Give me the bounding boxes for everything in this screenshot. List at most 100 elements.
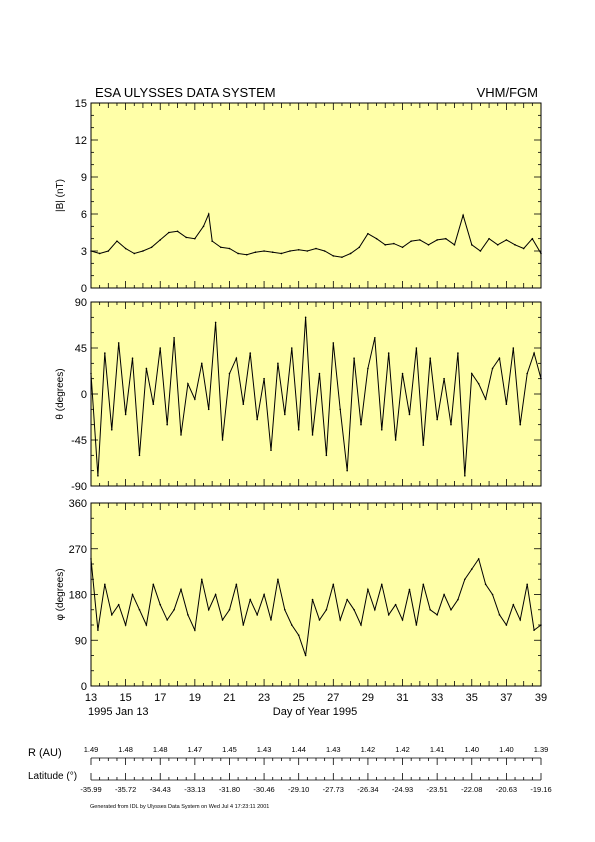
y-tick-label: 6 — [81, 209, 87, 221]
r-value: 1.47 — [188, 745, 203, 754]
data-point — [228, 608, 231, 611]
data-point — [325, 454, 328, 457]
data-point — [477, 382, 480, 385]
data-point — [297, 634, 300, 636]
data-point — [270, 619, 272, 621]
data-point — [168, 231, 170, 234]
data-point — [332, 342, 335, 344]
data-point — [235, 583, 238, 586]
data-point — [339, 408, 342, 411]
r-value: 1.42 — [361, 745, 376, 754]
data-point — [419, 239, 421, 241]
data-point — [90, 250, 92, 252]
data-point — [202, 225, 205, 228]
data-point — [422, 444, 425, 446]
r-value: 1.40 — [499, 745, 514, 754]
data-point — [387, 614, 390, 616]
r-au-label: R (AU) — [28, 747, 62, 759]
data-point — [249, 598, 252, 601]
x-tick-label: 25 — [293, 692, 305, 704]
data-point — [422, 583, 425, 586]
latitude-value: -29.10 — [288, 785, 309, 794]
data-point — [526, 583, 528, 586]
x-tick-label: 21 — [223, 692, 235, 704]
data-point — [90, 558, 92, 560]
data-point — [367, 588, 369, 591]
r-value: 1.48 — [153, 745, 168, 754]
data-point — [97, 474, 99, 477]
data-point — [254, 251, 257, 254]
data-point — [374, 608, 376, 611]
data-point — [477, 558, 480, 560]
x-tick-label: 39 — [535, 692, 547, 704]
data-point — [131, 593, 134, 596]
data-point — [176, 230, 179, 233]
data-point — [375, 237, 378, 240]
data-point — [526, 372, 528, 375]
data-point — [522, 247, 525, 250]
data-point — [346, 598, 348, 601]
data-point — [104, 583, 106, 586]
x-tick-label: 33 — [431, 692, 443, 704]
latitude-value: -31.80 — [219, 785, 240, 794]
data-point — [374, 336, 376, 339]
data-point — [429, 608, 432, 611]
data-point — [394, 439, 397, 441]
latitude-value: -19.16 — [530, 785, 551, 794]
data-point — [207, 213, 210, 215]
latitude-value: -23.51 — [427, 785, 448, 794]
x-tick-label: 19 — [189, 692, 201, 704]
data-point — [145, 624, 148, 626]
data-point — [380, 583, 383, 586]
latitude-value: -26.34 — [357, 785, 378, 794]
data-point — [445, 237, 447, 240]
data-point — [124, 247, 127, 250]
data-point — [318, 619, 321, 621]
data-point — [107, 250, 110, 252]
r-value: 1.43 — [326, 745, 341, 754]
data-point — [249, 352, 252, 354]
data-point — [311, 434, 314, 436]
data-point — [353, 357, 355, 360]
data-point — [346, 469, 348, 472]
data-point — [505, 403, 508, 406]
data-point — [235, 357, 238, 360]
x-tick-label: 35 — [466, 692, 478, 704]
x-axis-label: Day of Year 1995 — [273, 706, 357, 718]
data-point — [491, 367, 494, 370]
data-point — [180, 588, 182, 591]
data-point — [166, 423, 168, 426]
data-point — [393, 242, 395, 245]
data-point — [245, 253, 248, 256]
data-point — [360, 624, 362, 626]
data-point — [159, 603, 162, 606]
latitude-value: -27.73 — [323, 785, 344, 794]
data-point — [290, 347, 293, 349]
x-tick-label: 29 — [362, 692, 374, 704]
data-point — [289, 250, 291, 252]
data-point — [436, 239, 438, 241]
y-tick-label: 0 — [81, 681, 87, 693]
data-point — [384, 244, 387, 246]
panel-background — [90, 301, 542, 487]
data-point — [211, 240, 213, 242]
data-point — [116, 240, 118, 242]
y-tick-label: 90 — [75, 635, 87, 647]
data-point — [533, 629, 535, 631]
y-tick-label: -45 — [71, 435, 87, 447]
r-value: 1.42 — [395, 745, 410, 754]
y-tick-label: 9 — [81, 172, 87, 184]
data-point — [519, 619, 522, 621]
r-value: 1.48 — [118, 745, 133, 754]
r-value: 1.44 — [291, 745, 306, 754]
data-point — [187, 614, 189, 616]
series-line — [90, 557, 542, 656]
data-point — [207, 408, 210, 411]
data-point — [479, 250, 482, 252]
data-point — [280, 252, 283, 255]
data-point — [462, 214, 464, 217]
data-point — [150, 246, 153, 249]
data-point — [263, 377, 265, 380]
data-point — [90, 372, 92, 375]
